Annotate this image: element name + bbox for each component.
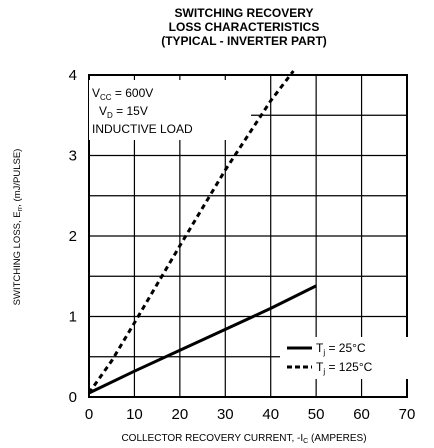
y-tick-label-2: 2 bbox=[69, 228, 77, 245]
plot-frame bbox=[88, 74, 408, 398]
tick-labels: 0 10 20 30 40 50 60 70 0 1 2 3 4 bbox=[69, 67, 416, 423]
chart-title: SWITCHING RECOVERY LOSS CHARACTERISTICS … bbox=[161, 6, 327, 48]
conditions-background bbox=[89, 80, 251, 140]
x-tick-label-0: 0 bbox=[85, 406, 93, 423]
chart-title-line-1: SWITCHING RECOVERY bbox=[175, 6, 314, 20]
x-tick-label-30: 30 bbox=[217, 406, 234, 423]
legend-label-25c: Tj = 25°C bbox=[316, 341, 366, 357]
vcc-label: VCC = 600V bbox=[92, 86, 153, 102]
x-tick-label-20: 20 bbox=[172, 406, 189, 423]
load-label: INDUCTIVE LOAD bbox=[92, 122, 193, 136]
y-tick-label-4: 4 bbox=[69, 67, 77, 84]
legend: Tj = 25°C Tj = 125°C bbox=[280, 337, 415, 379]
y-axis-label: SWITCHING LOSS, Err, (mJ/PULSE) bbox=[12, 149, 24, 306]
legend-background bbox=[280, 337, 415, 379]
chart-title-line-3: (TYPICAL - INVERTER PART) bbox=[161, 34, 327, 48]
x-tick-label-10: 10 bbox=[126, 406, 143, 423]
vd-label: VD = 15V bbox=[99, 104, 148, 120]
series bbox=[87, 70, 317, 395]
series-line-tj-25c bbox=[88, 284, 317, 395]
x-tick-label-50: 50 bbox=[308, 406, 325, 423]
x-axis-label: COLLECTOR RECOVERY CURRENT, -IC (AMPERES… bbox=[121, 433, 366, 445]
x-tick-label-40: 40 bbox=[262, 406, 279, 423]
axes bbox=[88, 74, 408, 398]
y-tick-label-1: 1 bbox=[69, 309, 77, 326]
x-tick-label-70: 70 bbox=[399, 406, 416, 423]
x-tick-label-60: 60 bbox=[353, 406, 370, 423]
y-tick-label-0: 0 bbox=[69, 389, 77, 406]
chart-title-line-2: LOSS CHARACTERISTICS bbox=[169, 20, 320, 34]
conditions-annotation: VCC = 600V VD = 15V INDUCTIVE LOAD bbox=[89, 80, 251, 140]
y-tick-label-3: 3 bbox=[69, 148, 77, 165]
legend-label-125c: Tj = 125°C bbox=[316, 360, 373, 376]
